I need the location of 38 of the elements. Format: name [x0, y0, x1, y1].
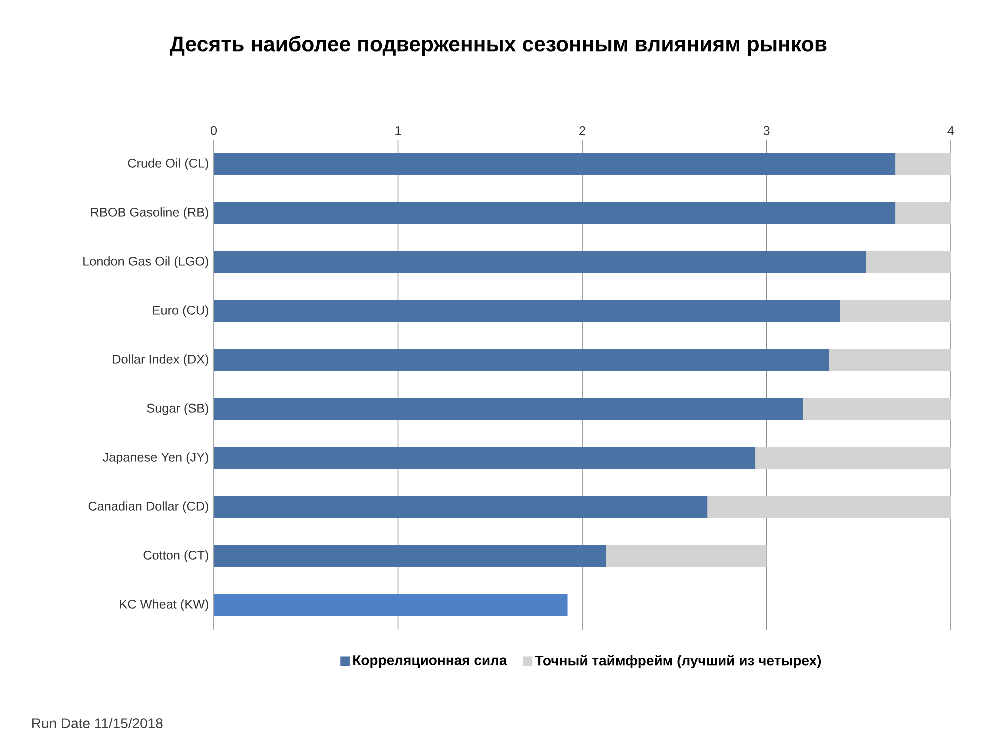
- bar: [804, 398, 952, 421]
- y-tick-label: Dollar Index (DX): [113, 354, 208, 366]
- y-tick-label: KC Wheat (KW): [120, 600, 208, 612]
- bar: [606, 545, 767, 568]
- y-tick-label: Canadian Dollar (CD): [88, 502, 208, 514]
- text: Run Date 11/15/2018: [32, 718, 163, 728]
- bar: [896, 202, 952, 225]
- bar: [214, 300, 840, 323]
- y-tick-label: Sugar (SB): [147, 404, 208, 416]
- bar: [214, 447, 756, 470]
- y-tick-label: Euro (CU): [153, 306, 208, 318]
- x-tick-label: 0: [210, 126, 218, 136]
- bar: [214, 153, 896, 176]
- bar: [708, 496, 952, 519]
- bar: [866, 251, 952, 274]
- x-tick-label: 4: [948, 126, 954, 136]
- bar: [214, 496, 708, 519]
- y-tick-label: RBOB Gasoline (RB): [91, 208, 208, 220]
- legend-label: Корреляционная сила: [354, 656, 508, 668]
- bar: [756, 447, 952, 470]
- bar: [214, 594, 568, 617]
- y-tick-label: London Gas Oil (LGO): [84, 256, 208, 268]
- bar: [214, 251, 866, 274]
- x-tick-label: 1: [396, 126, 402, 136]
- bar: [214, 202, 896, 225]
- y-tick-label: Crude Oil (CL): [128, 158, 208, 170]
- y-tick-label: Japanese Yen (JY): [102, 452, 208, 464]
- bar: [896, 153, 952, 176]
- bar: [214, 398, 804, 421]
- x-tick-label: 2: [580, 126, 586, 136]
- bar: [214, 349, 830, 372]
- bar: [214, 545, 606, 568]
- x-tick-label: 3: [764, 126, 770, 136]
- bar: [840, 300, 952, 323]
- chart-title: Десять наиболее подверженных сезонным влияниям рынков: [170, 36, 827, 56]
- y-tick-label: Cotton (CT): [144, 550, 208, 562]
- legend-label: Точный таймфрейм (лучший из четырех): [535, 655, 822, 669]
- bar: [829, 349, 952, 372]
